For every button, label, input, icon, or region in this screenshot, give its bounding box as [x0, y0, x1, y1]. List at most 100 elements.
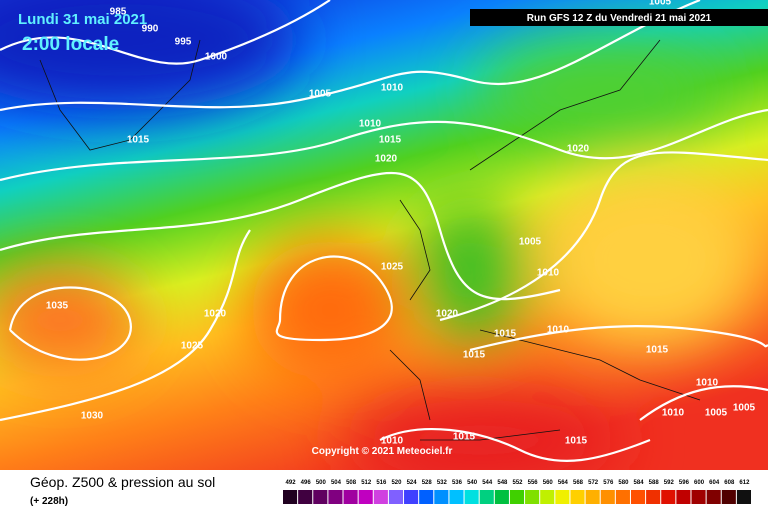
isobar-label: 1005 [705, 408, 728, 419]
scale-label: 516 [376, 480, 387, 486]
scale-label: 552 [512, 480, 523, 486]
scale-swatch [570, 490, 585, 504]
scale-swatch [419, 490, 434, 504]
isobar-label: 1015 [646, 345, 669, 356]
scale-swatch [449, 490, 464, 504]
scale-label: 536 [452, 480, 463, 486]
scale-label: 496 [301, 480, 312, 486]
scale-swatch [691, 490, 706, 504]
scale-label: 584 [634, 480, 645, 486]
isobar-label: 1005 [519, 237, 542, 248]
scale-swatch [676, 490, 691, 504]
scale-swatch [343, 490, 358, 504]
scale-label: 528 [422, 480, 433, 486]
copyright: Copyright © 2021 Meteociel.fr [312, 446, 453, 457]
map [0, 0, 768, 470]
isobar-label: 1015 [127, 135, 150, 146]
scale-swatch [525, 490, 540, 504]
scale-label: 604 [709, 480, 720, 486]
scale-swatch [646, 490, 661, 504]
isobar-label: 985 [110, 7, 127, 18]
isobar-label: 1025 [381, 262, 404, 273]
isobar-label: 1035 [46, 301, 69, 312]
scale-label: 520 [391, 480, 402, 486]
footer-title: Géop. Z500 & pression au sol [30, 474, 215, 490]
scale-swatch [585, 490, 600, 504]
forecast-time: 2:00 locale [22, 34, 119, 55]
scale-label: 588 [649, 480, 660, 486]
run-box [470, 9, 768, 26]
scale-swatch [313, 490, 328, 504]
scale-label: 504 [331, 480, 342, 486]
scale-label: 564 [558, 480, 569, 486]
scale-label: 608 [724, 480, 735, 486]
scale-swatch [661, 490, 676, 504]
isobar-label: 1010 [537, 268, 560, 279]
scale-label: 592 [664, 480, 675, 486]
scale-label: 544 [482, 480, 493, 486]
scale-label: 532 [437, 480, 448, 486]
scale-swatch [479, 490, 494, 504]
scale-label: 492 [286, 480, 297, 486]
scale-swatch [540, 490, 555, 504]
scale-swatch [404, 490, 419, 504]
isobar-label: 1020 [436, 309, 459, 320]
scale-label: 500 [316, 480, 327, 486]
scale-swatch [464, 490, 479, 504]
scale-swatch [509, 490, 525, 504]
color-scale: 492 496 500 504 508 512 516 520 524 528 532 536 540 5… [283, 480, 751, 504]
scale-label: 596 [679, 480, 690, 486]
isobar-label: 995 [175, 37, 192, 48]
scale-label: 560 [543, 480, 554, 486]
isobar-label: 1010 [381, 436, 404, 447]
isobar-label: 1010 [381, 83, 404, 94]
scale-swatch [555, 490, 570, 504]
isobar-label: 1015 [463, 350, 486, 361]
isobar-label: 1015 [565, 436, 588, 447]
scale-label: 600 [694, 480, 705, 486]
scale-label: 556 [528, 480, 539, 486]
scale-swatch [600, 490, 615, 504]
scale-label: 508 [346, 480, 357, 486]
isobar-label: 1010 [547, 325, 570, 336]
scale-swatch [298, 490, 313, 504]
isobar-label: 1030 [81, 411, 104, 422]
isobar-labels: 985 990 995 1000 1005 1010 1010 1015 1020 1015 102… [46, 0, 756, 447]
isobar-label: 1005 [733, 403, 756, 414]
isobar-label: 1015 [494, 329, 517, 340]
scale-label: 568 [573, 480, 584, 486]
isobar-label: 1020 [204, 309, 227, 320]
forecast-date: Lundi 31 mai 2021 [18, 11, 147, 28]
scale-label: 580 [618, 480, 629, 486]
isobar-label: 1000 [205, 52, 228, 63]
scale-swatch [721, 490, 736, 504]
scale-swatch [328, 490, 343, 504]
scale-swatch [630, 490, 646, 504]
isobar-label: 1015 [379, 135, 402, 146]
scale-label: 540 [467, 480, 478, 486]
isobar-label: 1005 [309, 89, 332, 100]
scale-swatch [358, 490, 373, 504]
isobar-label: 990 [142, 24, 159, 35]
isobar-label: 1010 [662, 408, 685, 419]
scale-label: 576 [603, 480, 614, 486]
scale-swatch [706, 490, 721, 504]
isobar-label: 1020 [567, 144, 590, 155]
isobar-label: 1010 [359, 119, 382, 130]
scale-swatch [283, 490, 298, 504]
run-info: Run GFS 12 Z du Vendredi 21 mai 2021 [527, 13, 712, 24]
scale-label: 548 [497, 480, 508, 486]
isobar-label: 1025 [181, 341, 204, 352]
scale-swatch [434, 490, 449, 504]
scale-swatch [615, 490, 630, 504]
scale-label: 524 [407, 480, 418, 486]
isobar-label: 1020 [375, 154, 398, 165]
isobar-label: 1015 [453, 432, 476, 443]
scale-swatch [736, 490, 751, 504]
scale-label: 572 [588, 480, 599, 486]
scale-swatch [494, 490, 509, 504]
scale-swatch [388, 490, 404, 504]
scale-label: 512 [361, 480, 372, 486]
scale-label: 612 [739, 480, 750, 486]
